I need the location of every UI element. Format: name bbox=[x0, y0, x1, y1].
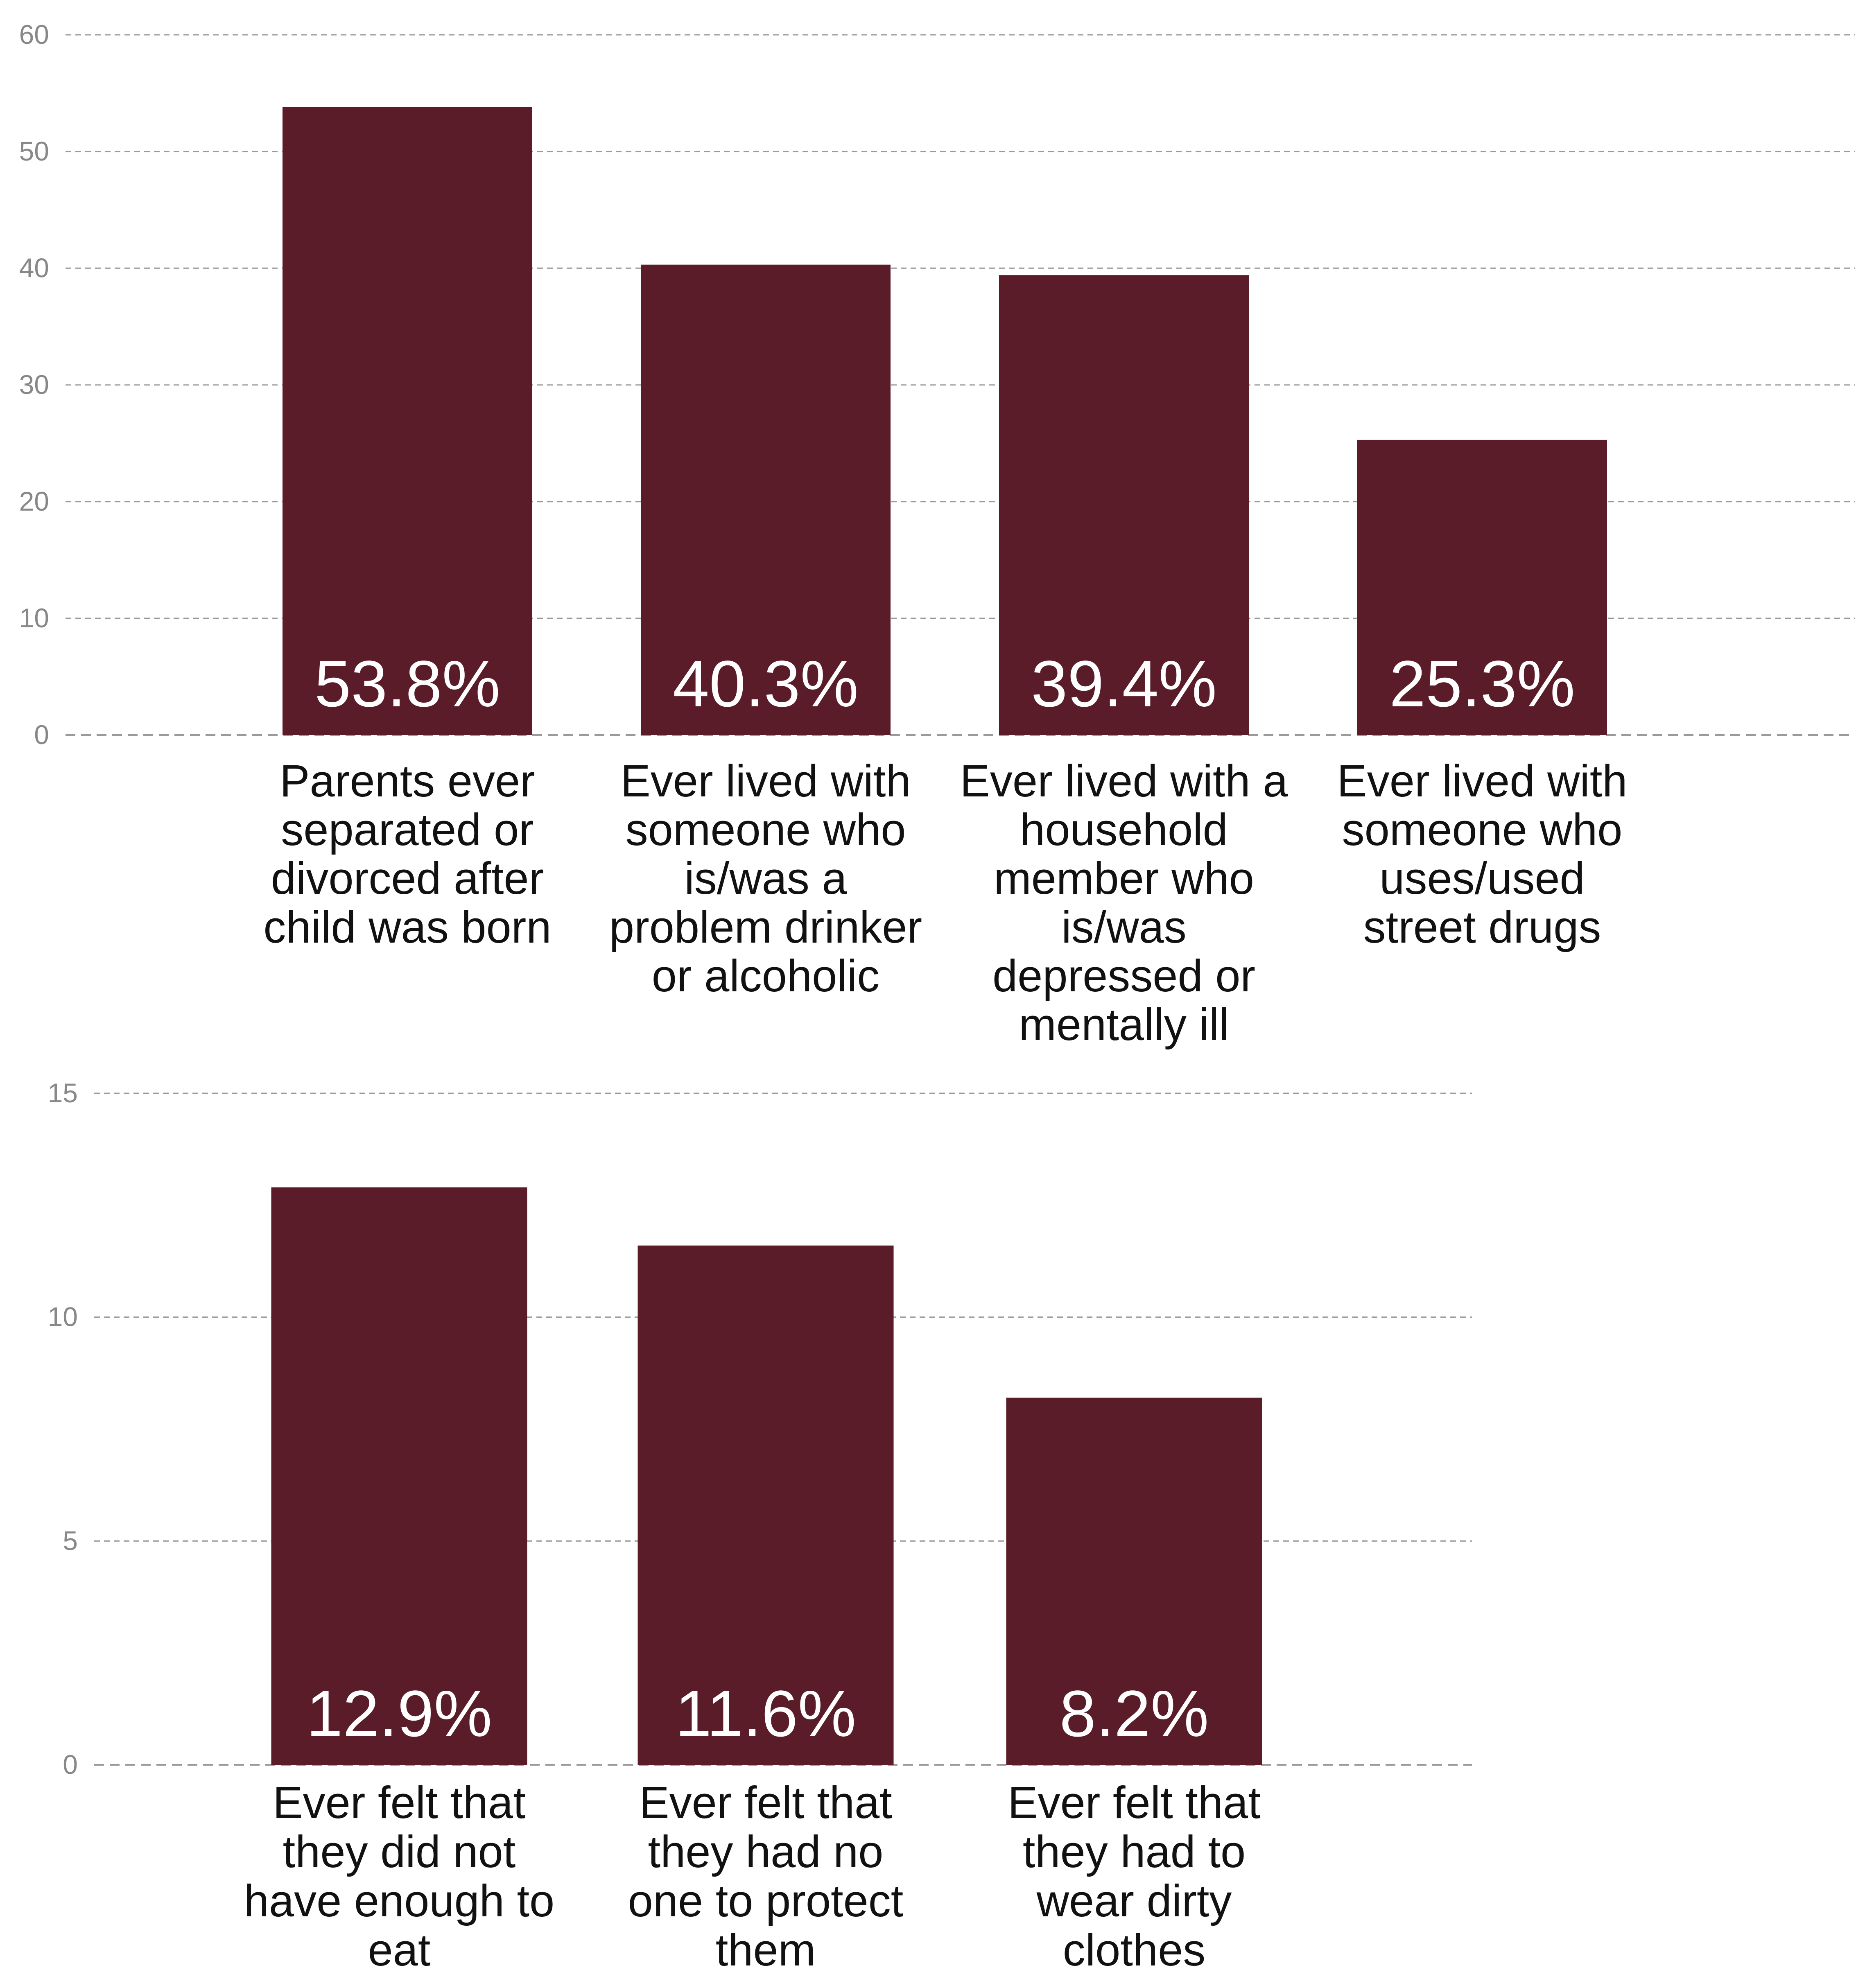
y-tick-label: 30 bbox=[19, 369, 49, 400]
bar bbox=[283, 107, 532, 735]
y-tick-label: 60 bbox=[19, 19, 49, 50]
bar bbox=[641, 265, 891, 735]
y-tick-label: 10 bbox=[19, 603, 49, 633]
y-tick-label: 10 bbox=[48, 1302, 78, 1332]
category-label: Ever lived with someone who uses/used stree… bbox=[1337, 756, 1627, 952]
bar bbox=[1006, 1398, 1262, 1765]
chart-bottom: 0 5 10 15 12.9% Ever felt that they did not hav… bbox=[48, 1078, 1472, 1975]
y-tick-label: 0 bbox=[34, 719, 49, 750]
y-tick-label: 20 bbox=[19, 486, 49, 516]
category-label: Ever lived with a household member who is/w… bbox=[960, 756, 1289, 1050]
bar-value-label: 39.4% bbox=[1031, 647, 1217, 720]
y-tick-label: 5 bbox=[63, 1525, 78, 1556]
category-label: Ever felt that they had no one to protect t… bbox=[628, 1778, 904, 1975]
bar bbox=[637, 1245, 894, 1765]
y-tick-label: 15 bbox=[48, 1078, 78, 1108]
category-label: Parents ever separated or divorced after ch… bbox=[263, 756, 551, 952]
category-label: Ever felt that they did not have enough to… bbox=[244, 1778, 554, 1975]
category-label: Ever felt that they had to wear dirty cloth… bbox=[1008, 1778, 1261, 1975]
bar-value-label: 8.2% bbox=[1060, 1677, 1209, 1750]
bar bbox=[271, 1187, 527, 1765]
category-label: Ever lived with someone who is/was a proble… bbox=[609, 756, 922, 1001]
bar-value-label: 11.6% bbox=[675, 1677, 856, 1750]
bar-value-label: 12.9% bbox=[306, 1677, 492, 1750]
bar-value-label: 53.8% bbox=[314, 647, 500, 720]
bar-value-label: 40.3% bbox=[673, 647, 859, 720]
bar-value-label: 25.3% bbox=[1389, 647, 1575, 720]
chart-top: 0 10 20 30 40 50 60 53.8% Parents ever separated … bbox=[19, 19, 1855, 1050]
y-tick-label: 50 bbox=[19, 136, 49, 166]
bar bbox=[999, 275, 1249, 735]
y-tick-label: 0 bbox=[63, 1749, 78, 1780]
y-tick-label: 40 bbox=[19, 253, 49, 283]
bar bbox=[1357, 439, 1607, 735]
